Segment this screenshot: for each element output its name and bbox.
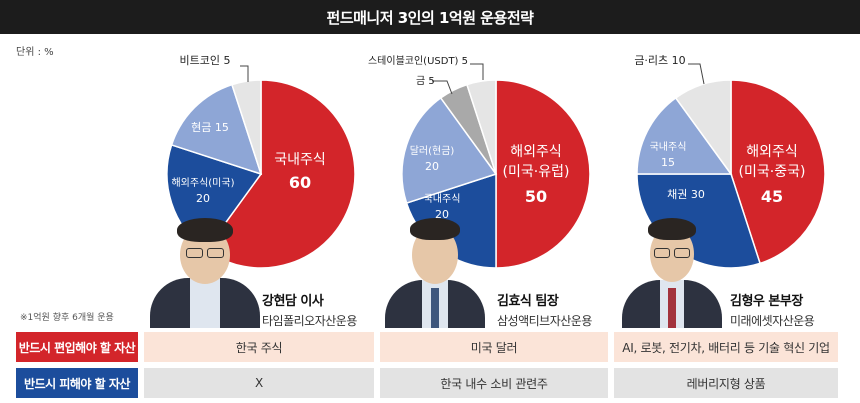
pie-2-leader-5 [470,63,484,80]
must-avoid-cell-2: 한국 내수 소비 관련주 [380,368,608,398]
manager-1-caption: 강현담 이사 타임폴리오자산운용 [262,290,357,329]
must-include-row: 반드시 편입해야 할 자산 한국 주식 미국 달러 AI, 로봇, 전기차, 배… [16,332,838,362]
pie-3-label-3: 국내주식 [650,141,687,153]
manager-3-caption: 김형우 본부장 미래에셋자산운용 [730,290,815,329]
pie-3-value-1: 45 [761,187,783,206]
pie-1-slice-1 [204,79,356,269]
pie-2-value-2: 20 [435,208,449,221]
footnote: ※1억원 향후 6개월 운용 [20,313,114,323]
pie-1-label-4: 비트코인 5 [180,54,231,67]
pie-2-label-1: 해외주식 [510,144,562,160]
pie-2-label-4: 금 5 [416,75,435,87]
must-avoid-row: 반드시 피해야 할 자산 X 한국 내수 소비 관련주 레버리지형 상품 [16,368,838,398]
manager-1-firm: 타임폴리오자산운용 [262,314,357,328]
must-avoid-cell-1: X [144,368,374,398]
pie-1-value-2: 20 [196,192,210,205]
manager-2-portrait [385,218,485,328]
manager-1-portrait [150,218,260,328]
manager-2-firm: 삼성액티브자산운용 [497,314,592,328]
pie-3-label-2: 채권 30 [667,188,705,201]
pie-2-value-1: 50 [525,187,547,206]
pie-3-slice-1 [730,79,826,265]
must-avoid-label: 반드시 피해야 할 자산 [16,368,138,398]
must-include-cell-3: AI, 로봇, 전기차, 배터리 등 기술 혁신 기업 [614,332,838,362]
must-avoid-cell-3: 레버리지형 상품 [614,368,838,398]
pie-2-label-3: 달러(현금) [410,145,455,157]
must-include-cell-1: 한국 주식 [144,332,374,362]
must-include-cell-2: 미국 달러 [380,332,608,362]
pie-1-value-1: 60 [289,173,311,192]
pie-3-slice-3 [636,96,733,175]
must-include-label: 반드시 편입해야 할 자산 [16,332,138,362]
pie-2-label-1-line2: (미국·유럽) [503,164,570,180]
pie-3-label-1: 해외주식 [746,144,798,160]
pie-3-leader-4 [688,63,705,85]
title-bar: 펀드매니저 3인의 1억원 운용전략 [0,0,860,34]
pie-1-leader-4 [240,65,249,82]
pie-charts: 국내주식 60 해외주식(미국) 20 현금 15 비트코인 5 해외주식 (미국·유럽) 50… [166,54,826,269]
page-title: 펀드매니저 3인의 1억원 운용전략 [326,8,534,27]
pie-3-label-1-line2: (미국·중국) [739,164,806,180]
manager-3-portrait [622,218,722,328]
manager-1-name: 강현담 이사 [262,294,324,309]
pie-3-value-3: 15 [661,156,675,169]
pie-1-label-1: 국내주식 [274,152,326,168]
pie-2-slice-5 [466,79,497,175]
manager-2-caption: 김효식 팀장 삼성액티브자산운용 [497,290,592,329]
pie-2-label-5: 스테이블코인(USDT) 5 [368,55,468,67]
pie-2-label-2: 국내주식 [424,193,461,205]
pie-2-value-3: 20 [425,160,439,173]
pie-1-label-3: 현금 15 [191,121,229,134]
pie-1-label-2: 해외주식(미국) [171,176,234,189]
pie-1-slice-4 [231,79,262,175]
manager-3-name: 김형우 본부장 [730,294,803,309]
manager-3-firm: 미래에셋자산운용 [730,314,815,328]
pie-3-label-4: 금·리츠 10 [634,54,685,67]
manager-2-name: 김효식 팀장 [497,294,559,309]
pie-3-slice-4 [674,79,732,177]
pie-2-slice-1 [495,79,591,269]
pie-2-slice-3 [401,96,498,204]
unit-label: 단위 : % [16,47,54,58]
pie-2-leader-4 [432,80,453,95]
